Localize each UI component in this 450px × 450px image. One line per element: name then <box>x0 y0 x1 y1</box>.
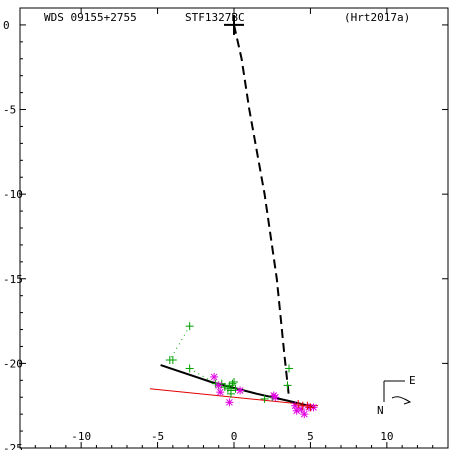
x-tick-label: 5 <box>307 430 314 443</box>
observation-point-plus <box>260 394 269 403</box>
pair-name: STF1327BC <box>185 11 245 24</box>
observation-point-plus <box>185 322 194 331</box>
compass-north-label: N <box>377 404 384 417</box>
observation-point-plus <box>226 389 235 398</box>
y-tick-label: 0 <box>3 19 10 32</box>
observation-point-asterisk <box>236 386 245 395</box>
observation-point-plus <box>283 381 292 390</box>
observation-point-plus <box>294 400 303 408</box>
compass-rose: E N <box>377 374 416 417</box>
observation-point-plus <box>306 403 315 412</box>
observation-point-asterisk <box>216 388 225 397</box>
reference-code: (Hrt2017a) <box>344 11 410 24</box>
observation-point-plus <box>185 364 194 373</box>
observation-point-plus <box>168 356 177 364</box>
observation-points <box>165 14 318 419</box>
motion-arrowhead-icon <box>403 398 412 405</box>
observation-point-asterisk <box>225 398 234 407</box>
x-tick-label: 10 <box>380 430 393 443</box>
observation-point-asterisk <box>210 372 219 381</box>
y-tick-label: -5 <box>3 104 16 117</box>
observation-point-plus <box>285 364 294 373</box>
fit-lines <box>149 24 319 409</box>
observation-point-asterisk <box>214 381 223 390</box>
x-tick-label: -10 <box>71 430 91 443</box>
observation-track-dotted <box>189 368 216 385</box>
observation-point-plus <box>230 378 238 386</box>
y-tick-label: -20 <box>3 357 23 370</box>
y-tick-label: -10 <box>3 188 23 201</box>
observation-point-asterisk <box>300 410 309 419</box>
predicted-connector-dashed <box>233 24 290 398</box>
observation-point-asterisk <box>271 393 280 402</box>
wds-identifier: WDS 09155+2755 <box>44 11 137 24</box>
y-tick-label: -25 <box>3 442 23 450</box>
linear-fit-line <box>149 388 319 407</box>
compass-east-label: E <box>409 374 416 387</box>
observation-point-plus <box>228 379 237 388</box>
y-tick-label: -15 <box>3 273 23 286</box>
axis-ticks: -10 -5 0 5 10 0 -5 -10 -15 -20 -25 <box>3 8 449 450</box>
x-tick-label: -5 <box>151 430 164 443</box>
x-tick-label: 0 <box>231 430 238 443</box>
orbit-arc <box>160 364 316 409</box>
